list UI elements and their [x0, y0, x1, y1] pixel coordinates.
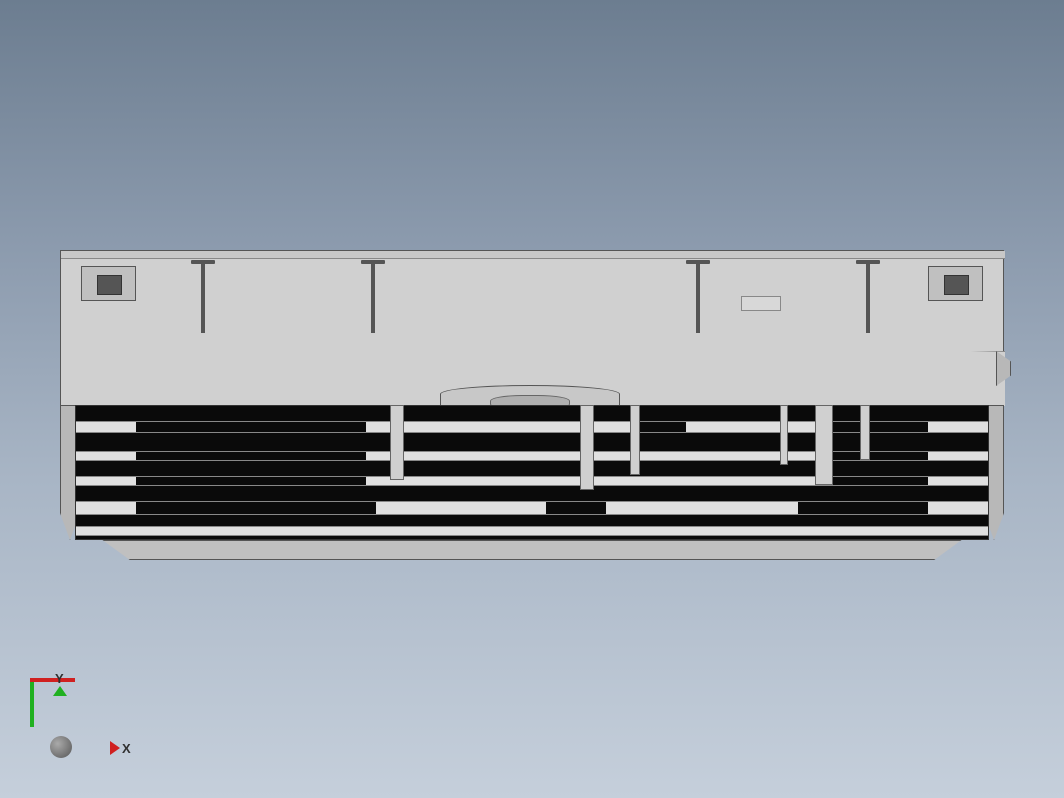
housing-right-notch — [996, 351, 1011, 386]
cad-viewport[interactable]: X Y — [0, 0, 1064, 798]
x-axis-label: X — [122, 741, 131, 756]
dark-segment — [636, 422, 686, 432]
corner-bracket-left — [81, 266, 136, 301]
mounting-pin — [201, 263, 205, 333]
dark-segment — [136, 452, 366, 460]
vertical-bracket — [390, 405, 404, 480]
horizontal-band — [76, 501, 988, 515]
lower-assembly — [75, 405, 989, 540]
horizontal-band — [76, 451, 988, 461]
horizontal-band — [76, 421, 988, 433]
mounting-pin — [696, 263, 700, 333]
vertical-bracket — [815, 405, 833, 485]
bottom-chamfer — [75, 540, 989, 560]
vertical-bracket — [580, 405, 594, 490]
dark-segment — [828, 422, 928, 432]
vertical-bracket — [630, 405, 640, 475]
vertical-bracket — [860, 405, 870, 460]
cad-model[interactable] — [60, 250, 1004, 560]
pin-head — [361, 260, 385, 264]
bracket-slot — [944, 275, 969, 295]
mounting-pin — [866, 263, 870, 333]
dark-segment — [136, 502, 376, 514]
horizontal-band — [76, 526, 988, 536]
pin-head — [191, 260, 215, 264]
dark-segment — [136, 422, 366, 432]
x-axis-icon — [30, 678, 75, 682]
dark-segment — [828, 452, 928, 460]
horizontal-band — [76, 476, 988, 486]
dark-segment — [546, 502, 606, 514]
corner-bracket-right — [928, 266, 983, 301]
orientation-triad[interactable]: X Y — [30, 678, 120, 768]
mounting-pin — [371, 263, 375, 333]
pin-head — [686, 260, 710, 264]
dark-segment — [798, 502, 928, 514]
y-axis-arrow-icon — [53, 686, 67, 696]
x-axis-arrow-icon — [110, 741, 120, 755]
y-axis-label: Y — [55, 671, 64, 686]
dark-segment — [828, 477, 928, 485]
triad-origin-icon — [50, 736, 72, 758]
label-plate — [741, 296, 781, 311]
bracket-slot — [97, 275, 122, 295]
housing-top-edge — [61, 251, 1005, 259]
y-axis-icon — [30, 682, 34, 727]
dark-segment — [136, 477, 366, 485]
upper-housing — [60, 250, 1004, 405]
pin-head — [856, 260, 880, 264]
vertical-bracket — [780, 405, 788, 465]
